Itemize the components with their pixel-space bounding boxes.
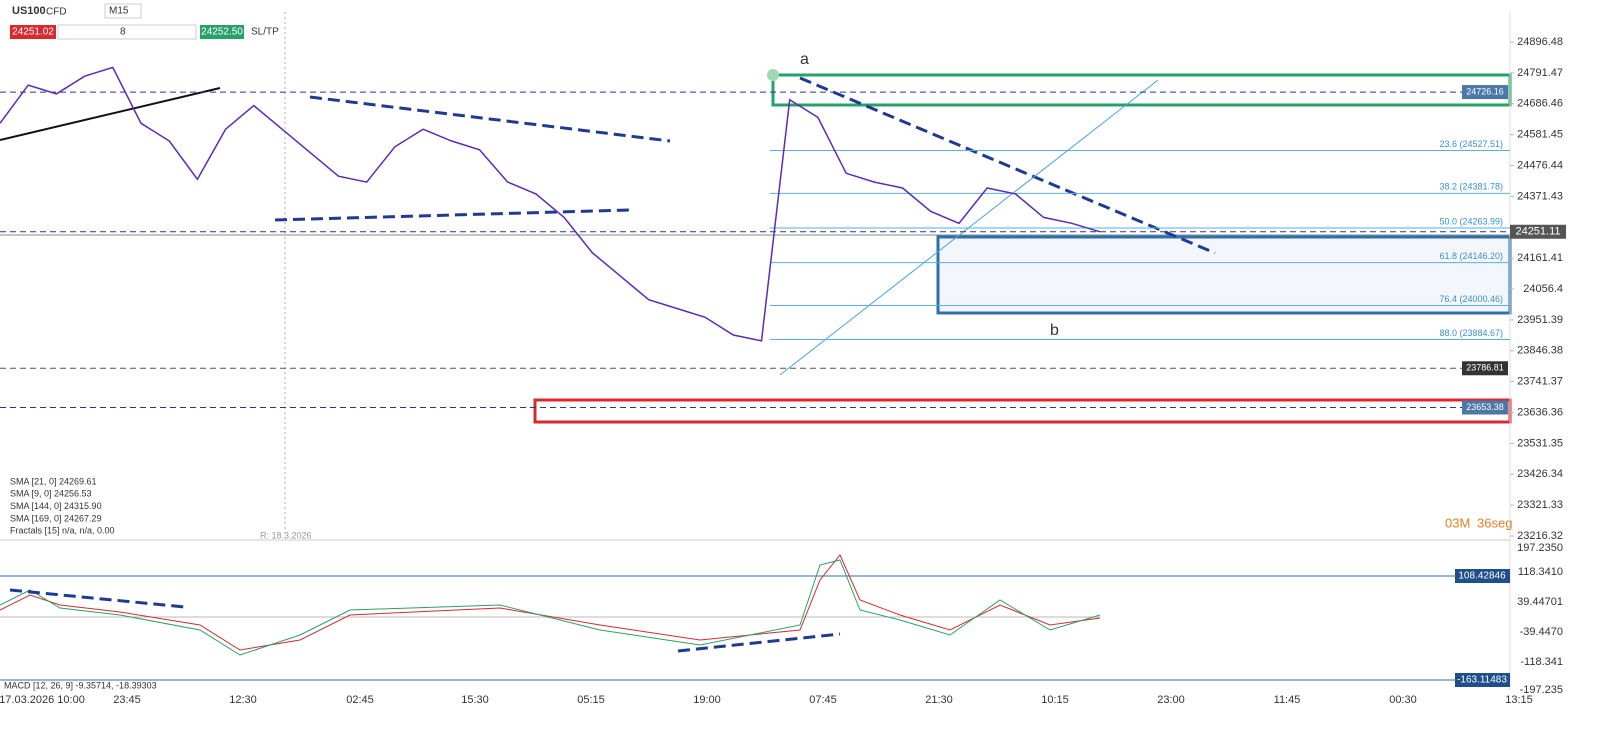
- y-tick-label: 23426.34: [1517, 468, 1563, 480]
- sltp-button[interactable]: SL/TP: [251, 27, 279, 38]
- y-tick-label: 24371.43: [1517, 190, 1563, 202]
- macd-axis-label: -118.341: [1520, 656, 1563, 668]
- trendline: [677, 632, 841, 653]
- instrument: CFD: [46, 7, 67, 18]
- x-tick-label: 07:45: [809, 694, 837, 706]
- trendline: [274, 208, 631, 222]
- macd-axis-label: -39.4470: [1520, 626, 1563, 638]
- fib-label: 61.8 (24146.20): [1439, 251, 1503, 261]
- macd-axis-label: -197.235: [1520, 684, 1563, 696]
- indicator-legend: SMA [144, 0] 24315.90: [10, 501, 102, 511]
- y-tick-label: 23636.36: [1517, 406, 1563, 418]
- buy-button[interactable]: [200, 25, 244, 39]
- fib-label: 23.6 (24527.51): [1439, 139, 1503, 149]
- x-tick-label: 05:15: [577, 694, 605, 706]
- timer-min: 03M: [1445, 515, 1470, 530]
- symbol[interactable]: US100: [12, 5, 46, 17]
- x-tick-label: 15:30: [461, 694, 489, 706]
- y-tick-label: 24161.41: [1517, 252, 1563, 264]
- timeframe[interactable]: M15: [109, 6, 129, 17]
- x-tick-label: 10:15: [1041, 694, 1069, 706]
- fib-label: 76.4 (24000.46): [1439, 294, 1503, 304]
- x-tick-label: 23:45: [113, 694, 141, 706]
- y-tick-label: 23846.38: [1517, 345, 1563, 357]
- x-tick-label: 23:00: [1157, 694, 1185, 706]
- macd-line: [0, 559, 1101, 656]
- timer-sec: 36seg: [1477, 515, 1512, 530]
- sell-button[interactable]: [10, 25, 56, 39]
- x-tick-label: 00:30: [1389, 694, 1417, 706]
- trendline: [0, 87, 221, 141]
- price-tag: [1510, 224, 1566, 239]
- indicator-legend: SMA [169, 0] 24267.29: [10, 513, 102, 523]
- y-tick-label: 23216.32: [1517, 530, 1563, 542]
- y-tick-label: 23951.39: [1517, 314, 1563, 326]
- y-tick-label: 24581.45: [1517, 129, 1563, 141]
- x-tick-label: 21:30: [925, 694, 953, 706]
- y-tick-label: 24686.46: [1517, 98, 1563, 110]
- x-tick-label: 02:45: [346, 694, 374, 706]
- demand-zone: [936, 235, 1512, 315]
- y-tick-label: 24791.47: [1517, 67, 1563, 79]
- fib-label: 50.0 (24263.99): [1439, 216, 1503, 226]
- price-tag: [1462, 85, 1508, 100]
- x-tick-label: 17.03.2026 10:00: [0, 694, 85, 706]
- macd-axis-label: 118.3410: [1518, 566, 1563, 578]
- macd-axis-label: 39.44701: [1517, 596, 1563, 608]
- x-tick-label: 13:15: [1505, 694, 1533, 706]
- price-tag-label: 24726.16: [1466, 86, 1504, 96]
- price-tag-label: 23653.38: [1466, 402, 1504, 412]
- y-tick-label: 24476.44: [1517, 159, 1563, 171]
- price-tag-label: 23786.81: [1466, 363, 1504, 373]
- x-tick-label: 11:45: [1274, 694, 1301, 706]
- y-tick-label: 23321.33: [1517, 499, 1563, 511]
- annotation: b: [1050, 322, 1059, 339]
- crosshair-label: R: 18.3.2026: [260, 530, 312, 540]
- trendline: [799, 76, 1216, 255]
- y-tick-label: 24056.4: [1523, 283, 1563, 295]
- sell-price[interactable]: 24251.02: [12, 27, 54, 38]
- x-tick-label: 12:30: [229, 694, 257, 706]
- price-line: [0, 66, 1101, 342]
- price-tag-label: 24251.11: [1515, 226, 1560, 238]
- y-tick-label: 23531.35: [1517, 437, 1563, 449]
- annotation: a: [800, 51, 809, 68]
- indicator-legend: Fractals [15] n/a, n/a, 0.00: [10, 526, 115, 536]
- macd-tag: [1455, 673, 1510, 687]
- macd-signal: [0, 554, 1101, 651]
- indicator-legend: SMA [9, 0] 24256.53: [10, 489, 92, 499]
- trendline: [9, 588, 186, 609]
- quantity-box[interactable]: [57, 24, 197, 40]
- price-tag: [1462, 361, 1508, 376]
- macd-tag-label: -163.11483: [1457, 675, 1507, 686]
- trendline: [309, 95, 671, 143]
- y-tick-label: 23741.37: [1517, 376, 1563, 388]
- macd-tag: [1455, 569, 1510, 583]
- buy-price[interactable]: 24252.50: [201, 27, 243, 38]
- macd-legend: MACD [12, 26, 9] -9.35714, -18.39303: [4, 680, 157, 690]
- x-tick-label: 19:00: [693, 694, 721, 706]
- fib-label: 38.2 (24381.78): [1439, 182, 1503, 192]
- y-tick-label: 24896.48: [1517, 36, 1563, 48]
- macd-tag-label: 108.42846: [1458, 571, 1506, 582]
- indicator-legend: SMA [21, 0] 24269.61: [10, 476, 97, 486]
- anchor: [767, 69, 779, 81]
- timeframe-box[interactable]: [104, 3, 142, 19]
- price-tag: [1462, 400, 1508, 415]
- quantity[interactable]: 8: [120, 27, 126, 38]
- macd-axis-label: 197.2350: [1517, 542, 1563, 554]
- fib-label: 88.0 (23884.67): [1439, 328, 1503, 338]
